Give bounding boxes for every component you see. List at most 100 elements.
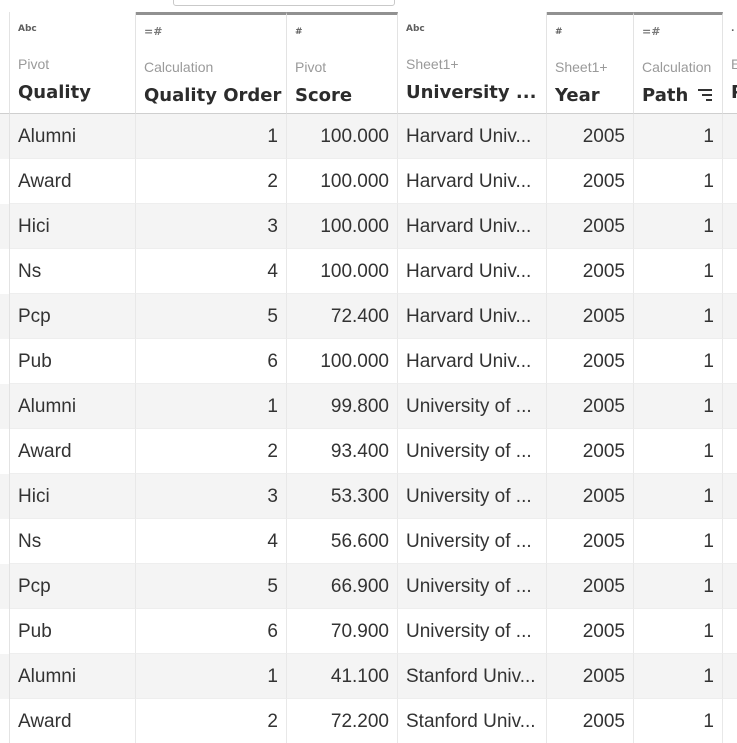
cell-score[interactable]: 70.900 [287,609,398,654]
cell-quality[interactable]: Pub [10,609,136,654]
cell-quality-order[interactable]: 4 [136,519,287,564]
cell-year[interactable]: 2005 [547,429,634,474]
cell-score[interactable]: 53.300 [287,474,398,519]
cell-quality-order[interactable]: 2 [136,429,287,474]
cell-university[interactable]: University of ... [398,564,547,609]
cell-quality-order[interactable]: 4 [136,249,287,294]
cell-quality[interactable]: Alumni [10,114,136,159]
cell-quality[interactable]: Award [10,159,136,204]
cell-university[interactable]: University of ... [398,474,547,519]
cell-score[interactable]: 100.000 [287,339,398,384]
cell-score[interactable]: 41.100 [287,654,398,699]
cell-quality[interactable]: Pcp [10,564,136,609]
number-type-icon[interactable]: # [295,27,303,37]
cell-university[interactable]: University of ... [398,384,547,429]
cell-year[interactable]: 2005 [547,564,634,609]
column-header-path[interactable]: =# Calculation Path [634,12,723,114]
cell-partial[interactable] [723,474,737,519]
cell-quality-order[interactable]: 5 [136,564,287,609]
search-input[interactable] [173,0,395,6]
cell-partial[interactable] [723,249,737,294]
cell-year[interactable]: 2005 [547,699,634,743]
cell-quality[interactable]: Alumni [10,384,136,429]
cell-path[interactable]: 1 [634,294,723,339]
column-header-quality[interactable]: Abc Pivot Quality [10,12,136,114]
cell-quality-order[interactable]: 2 [136,159,287,204]
column-header-score[interactable]: # Pivot Score [287,12,398,114]
cell-path[interactable]: 1 [634,159,723,204]
cell-score[interactable]: 100.000 [287,204,398,249]
cell-partial[interactable] [723,339,737,384]
cell-quality-order[interactable]: 1 [136,384,287,429]
cell-partial[interactable] [723,699,737,743]
cell-score[interactable]: 56.600 [287,519,398,564]
calculated-number-type-icon[interactable]: =# [144,25,163,38]
cell-score[interactable]: 72.400 [287,294,398,339]
calculated-number-type-icon[interactable]: =# [642,25,661,38]
cell-score[interactable]: 99.800 [287,384,398,429]
cell-year[interactable]: 2005 [547,159,634,204]
cell-path[interactable]: 1 [634,609,723,654]
cell-quality[interactable]: Pcp [10,294,136,339]
cell-year[interactable]: 2005 [547,519,634,564]
cell-university[interactable]: Harvard Univ... [398,294,547,339]
cell-quality[interactable]: Hici [10,204,136,249]
cell-path[interactable]: 1 [634,654,723,699]
cell-path[interactable]: 1 [634,114,723,159]
cell-partial[interactable] [723,114,737,159]
cell-path[interactable]: 1 [634,429,723,474]
cell-quality[interactable]: Award [10,429,136,474]
cell-year[interactable]: 2005 [547,249,634,294]
cell-quality-order[interactable]: 6 [136,339,287,384]
cell-score[interactable]: 93.400 [287,429,398,474]
cell-university[interactable]: Harvard Univ... [398,159,547,204]
cell-year[interactable]: 2005 [547,294,634,339]
cell-partial[interactable] [723,519,737,564]
cell-university[interactable]: Harvard Univ... [398,249,547,294]
cell-year[interactable]: 2005 [547,384,634,429]
cell-partial[interactable] [723,429,737,474]
cell-university[interactable]: Harvard Univ... [398,204,547,249]
cell-year[interactable]: 2005 [547,114,634,159]
column-header-year[interactable]: # Sheet1+ Year [547,12,634,114]
cell-path[interactable]: 1 [634,474,723,519]
cell-university[interactable]: Stanford Univ... [398,699,547,743]
string-type-icon[interactable]: Abc [406,24,425,34]
cell-partial[interactable] [723,609,737,654]
sort-icon[interactable] [698,89,712,101]
column-header-quality-order[interactable]: =# Calculation Quality Order [136,12,287,114]
cell-partial[interactable] [723,294,737,339]
cell-year[interactable]: 2005 [547,609,634,654]
cell-quality-order[interactable]: 1 [136,654,287,699]
cell-path[interactable]: 1 [634,249,723,294]
cell-university[interactable]: Harvard Univ... [398,114,547,159]
string-type-icon[interactable]: Abc [18,24,37,34]
number-type-icon[interactable]: . [731,24,735,34]
cell-quality-order[interactable]: 2 [136,699,287,743]
cell-score[interactable]: 100.000 [287,114,398,159]
cell-path[interactable]: 1 [634,384,723,429]
cell-university[interactable]: Harvard Univ... [398,339,547,384]
cell-quality[interactable]: Award [10,699,136,743]
cell-year[interactable]: 2005 [547,339,634,384]
cell-university[interactable]: University of ... [398,609,547,654]
cell-quality[interactable]: Pub [10,339,136,384]
cell-partial[interactable] [723,159,737,204]
cell-university[interactable]: University of ... [398,519,547,564]
cell-quality-order[interactable]: 1 [136,114,287,159]
column-header-university[interactable]: Abc Sheet1+ University ... [398,12,547,114]
cell-partial[interactable] [723,654,737,699]
column-header-partial[interactable]: . EP [723,12,737,114]
cell-quality[interactable]: Alumni [10,654,136,699]
cell-partial[interactable] [723,564,737,609]
cell-score[interactable]: 66.900 [287,564,398,609]
cell-score[interactable]: 72.200 [287,699,398,743]
cell-quality-order[interactable]: 3 [136,474,287,519]
cell-path[interactable]: 1 [634,339,723,384]
cell-path[interactable]: 1 [634,699,723,743]
cell-path[interactable]: 1 [634,519,723,564]
cell-quality-order[interactable]: 6 [136,609,287,654]
cell-path[interactable]: 1 [634,564,723,609]
number-type-icon[interactable]: # [555,27,563,37]
cell-year[interactable]: 2005 [547,654,634,699]
